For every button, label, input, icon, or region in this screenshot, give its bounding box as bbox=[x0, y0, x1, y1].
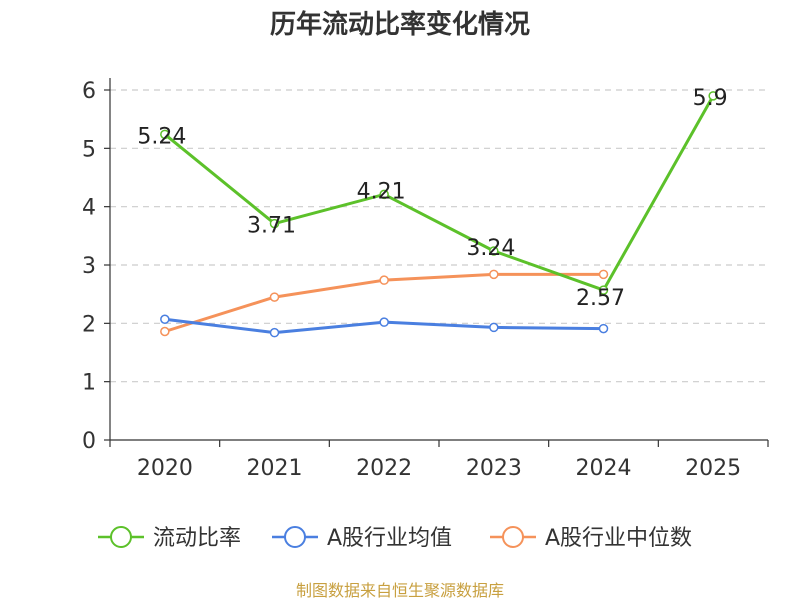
legend-label: 流动比率 bbox=[153, 526, 241, 551]
data-point bbox=[489, 269, 499, 280]
data-point bbox=[708, 91, 718, 101]
data-label: 2.57 bbox=[576, 286, 625, 311]
y-tick-label: 0 bbox=[82, 429, 96, 454]
legend-label: A股行业中位数 bbox=[545, 526, 692, 551]
y-tick-label: 5 bbox=[82, 137, 96, 162]
x-tick-label: 2023 bbox=[466, 456, 522, 481]
data-point bbox=[269, 218, 280, 229]
data-label: 3.71 bbox=[247, 214, 296, 239]
y-tick-label: 4 bbox=[82, 196, 96, 221]
data-label: 5.9 bbox=[693, 86, 728, 111]
data-point bbox=[160, 129, 170, 140]
data-point bbox=[598, 269, 609, 280]
x-tick-label: 2025 bbox=[685, 456, 741, 481]
data-point bbox=[489, 246, 499, 256]
x-tick-label: 2020 bbox=[137, 456, 193, 481]
data-point bbox=[269, 327, 280, 338]
data-point bbox=[379, 275, 389, 285]
x-tick-label: 2024 bbox=[576, 456, 632, 481]
series-line bbox=[163, 95, 715, 292]
data-point bbox=[379, 317, 389, 327]
data-label: 5.24 bbox=[137, 124, 186, 149]
data-point bbox=[160, 314, 170, 324]
data-point bbox=[489, 322, 499, 333]
data-point bbox=[598, 323, 609, 334]
data-point bbox=[379, 189, 389, 200]
y-tick-label: 1 bbox=[82, 371, 96, 396]
y-tick-label: 6 bbox=[82, 79, 96, 104]
legend-swatch-marker bbox=[110, 526, 132, 548]
x-tick-label: 2021 bbox=[247, 456, 303, 481]
legend-label: A股行业均值 bbox=[327, 526, 452, 551]
data-label: 3.24 bbox=[466, 236, 515, 261]
source-note: 制图数据来自恒生聚源数据库 bbox=[295, 581, 504, 600]
y-tick-label: 3 bbox=[82, 254, 96, 279]
data-label: 4.21 bbox=[357, 179, 406, 204]
y-tick-label: 2 bbox=[82, 312, 96, 337]
data-point bbox=[160, 326, 170, 337]
legend-swatch-marker bbox=[284, 526, 306, 548]
data-point bbox=[598, 285, 609, 295]
x-tick-label: 2022 bbox=[356, 456, 412, 481]
data-point bbox=[269, 292, 280, 302]
legend-swatch-marker bbox=[502, 526, 524, 548]
chart-title: 历年流动比率变化情况 bbox=[269, 10, 530, 40]
